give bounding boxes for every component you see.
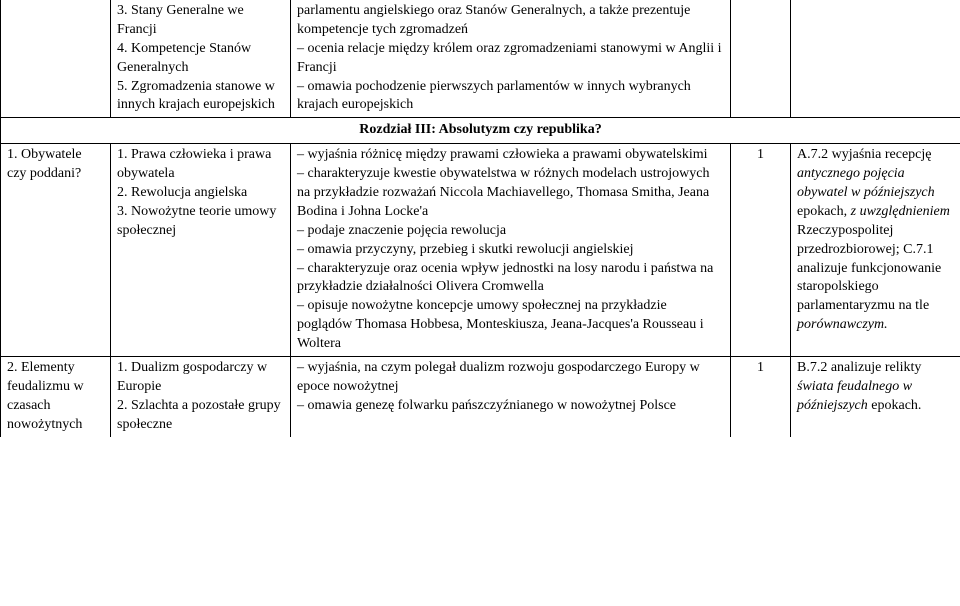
cell-hours — [731, 0, 791, 118]
section-header-row: Rozdział III: Absolutyzm czy republika? — [1, 118, 960, 144]
cell-topic: 2. Elementy feudalizmu w czasach nowożyt… — [1, 357, 111, 437]
cell-subtopics: 3. Stany Generalne we Francji 4. Kompete… — [111, 0, 291, 118]
cell-standards: B.7.2 analizuje relikty świata feudalneg… — [791, 357, 960, 437]
cell-description: – wyjaśnia, na czym polegał dualizm rozw… — [291, 357, 731, 437]
cell-description: – wyjaśnia różnicę między prawami człowi… — [291, 144, 731, 357]
table-row: 2. Elementy feudalizmu w czasach nowożyt… — [1, 357, 960, 437]
table-row: 3. Stany Generalne we Francji 4. Kompete… — [1, 0, 960, 118]
cell-topic — [1, 0, 111, 118]
cell-standards: A.7.2 wyjaśnia recepcję antycznego pojęc… — [791, 144, 960, 357]
cell-subtopics: 1. Prawa człowieka i prawa obywatela 2. … — [111, 144, 291, 357]
table-row: 1. Obywatele czy poddani? 1. Prawa człow… — [1, 144, 960, 357]
cell-subtopics: 1. Dualizm gospodarczy w Europie 2. Szla… — [111, 357, 291, 437]
section-header: Rozdział III: Absolutyzm czy republika? — [1, 118, 960, 144]
curriculum-table: 3. Stany Generalne we Francji 4. Kompete… — [0, 0, 960, 437]
cell-hours: 1 — [731, 144, 791, 357]
cell-description: parlamentu angielskiego oraz Stanów Gene… — [291, 0, 731, 118]
cell-hours: 1 — [731, 357, 791, 437]
cell-topic: 1. Obywatele czy poddani? — [1, 144, 111, 357]
cell-standards — [791, 0, 960, 118]
